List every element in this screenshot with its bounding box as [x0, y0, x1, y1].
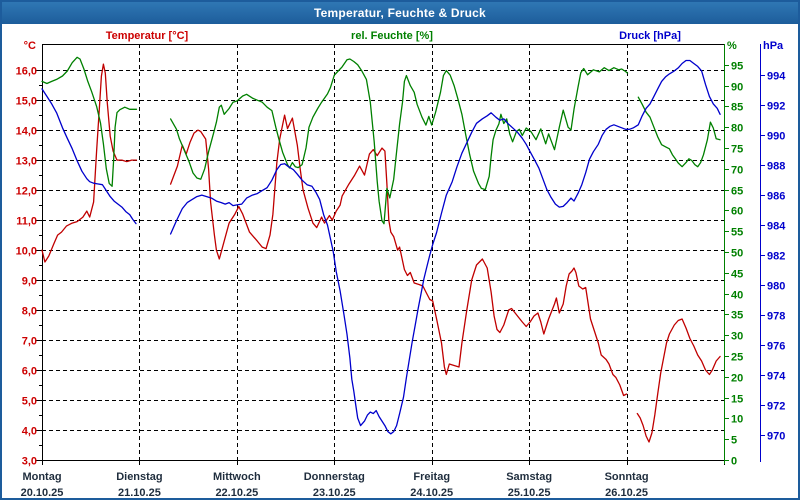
humidity-line [41, 56, 138, 187]
humidity-tick-label: 30 [731, 331, 743, 343]
temperature-tick-label: 3,0 [22, 456, 37, 468]
humidity-tick-label: 15 [731, 394, 743, 406]
humidity-tick-label: 95 [731, 61, 743, 73]
day-name-label: Freitag [413, 471, 450, 483]
humidity-line [169, 58, 629, 225]
day-date-label: 24.10.25 [410, 487, 453, 499]
hpa-axis-unit: hPa [763, 40, 784, 52]
pressure-series [41, 59, 721, 435]
day-date-label: 23.10.25 [313, 487, 356, 499]
celsius-axis-unit: °C [23, 40, 36, 52]
temperature-series [41, 63, 721, 443]
humidity-tick-label: 10 [731, 414, 743, 426]
humidity-tick-label: 45 [731, 269, 743, 281]
temperature-line [169, 114, 628, 397]
temperature-tick-label: 6,0 [22, 366, 37, 378]
plot-frame [42, 44, 725, 465]
pressure-tick-label: 972 [767, 401, 785, 413]
temperature-tick-label: 10,0 [16, 246, 37, 258]
pressure-line [41, 88, 137, 225]
humidity-tick-label: 0 [731, 456, 737, 468]
window-titlebar[interactable]: Temperatur, Feuchte & Druck [2, 2, 798, 25]
humidity-tick-label: 5 [731, 435, 737, 447]
day-name-label: Samstag [506, 471, 552, 483]
pressure-tick-label: 994 [767, 71, 786, 83]
window-title: Temperatur, Feuchte & Druck [314, 6, 486, 20]
humidity-tick-label: 55 [731, 227, 743, 239]
temperature-tick-label: 4,0 [22, 426, 37, 438]
temperature-axis: 16,0 15,0 14,0 13,0 12,0 11,0 10,0 9,0 8,0 7,0 6,0… [16, 66, 42, 468]
pressure-tick-label: 982 [767, 251, 785, 263]
day-labels: Montag 20.10.25 Dienstag 21.10.25 Mittwoch 22… [21, 471, 649, 499]
pressure-line [169, 59, 721, 435]
humidity-tick-label: 20 [731, 373, 743, 385]
pressure-tick-label: 988 [767, 161, 785, 173]
day-date-label: 21.10.25 [118, 487, 161, 499]
temperature-tick-label: 15,0 [16, 96, 37, 108]
pressure-tick-label: 970 [767, 431, 785, 443]
temperature-tick-label: 11,0 [16, 216, 37, 228]
humidity-tick-label: 75 [731, 144, 743, 156]
day-name-label: Sonntag [605, 471, 649, 483]
day-name-label: Mittwoch [213, 471, 261, 483]
humidity-series-label: rel. Feuchte [%] [351, 30, 433, 42]
temperature-line [636, 318, 721, 443]
humidity-tick-label: 25 [731, 352, 743, 364]
temperature-tick-label: 13,0 [16, 156, 37, 168]
humidity-line [637, 96, 721, 168]
day-date-label: 26.10.25 [605, 487, 648, 499]
humidity-tick-label: 40 [731, 290, 743, 302]
pressure-series-label: Druck [hPa] [619, 30, 681, 42]
pressure-tick-label: 984 [767, 221, 786, 233]
temperature-tick-label: 12,0 [16, 186, 37, 198]
gridlines [42, 44, 724, 460]
temperature-line [41, 63, 138, 263]
humidity-tick-label: 60 [731, 206, 743, 218]
day-name-label: Montag [22, 471, 61, 483]
pressure-tick-label: 992 [767, 101, 785, 113]
temperature-tick-label: 9,0 [22, 276, 37, 288]
pressure-tick-label: 976 [767, 341, 785, 353]
humidity-tick-label: 80 [731, 123, 743, 135]
pressure-tick-label: 986 [767, 191, 785, 203]
percent-axis-unit: % [727, 40, 737, 52]
humidity-tick-label: 35 [731, 310, 743, 322]
pressure-tick-label: 980 [767, 281, 785, 293]
temperature-series-label: Temperatur [°C] [105, 30, 189, 42]
day-date-label: 22.10.25 [215, 487, 258, 499]
humidity-tick-label: 85 [731, 102, 743, 114]
day-date-label: 20.10.25 [21, 487, 64, 499]
day-date-label: 25.10.25 [508, 487, 551, 499]
day-name-label: Dienstag [116, 471, 162, 483]
humidity-tick-label: 65 [731, 186, 743, 198]
pressure-axis: 994 992 990 988 986 984 982 980 978 976 974 972 970 [759, 44, 786, 462]
chart-canvas: 16,0 15,0 14,0 13,0 12,0 11,0 10,0 9,0 8,0 7,0 6,0… [16, 44, 786, 499]
humidity-tick-label: 50 [731, 248, 743, 260]
pressure-tick-label: 978 [767, 311, 785, 323]
humidity-series [41, 56, 721, 225]
pressure-tick-label: 974 [767, 371, 786, 383]
humidity-tick-label: 70 [731, 165, 743, 177]
temperature-tick-label: 7,0 [22, 336, 37, 348]
temperature-tick-label: 5,0 [22, 396, 37, 408]
chart-area: Temperatur [°C] rel. Feuchte [%] Druck [… [2, 24, 798, 498]
day-name-label: Donnerstag [304, 471, 365, 483]
temperature-tick-label: 14,0 [16, 126, 37, 138]
humidity-tick-label: 90 [731, 82, 743, 94]
temperature-tick-label: 8,0 [22, 306, 37, 318]
temperature-tick-label: 16,0 [16, 66, 37, 78]
pressure-tick-label: 990 [767, 131, 785, 143]
